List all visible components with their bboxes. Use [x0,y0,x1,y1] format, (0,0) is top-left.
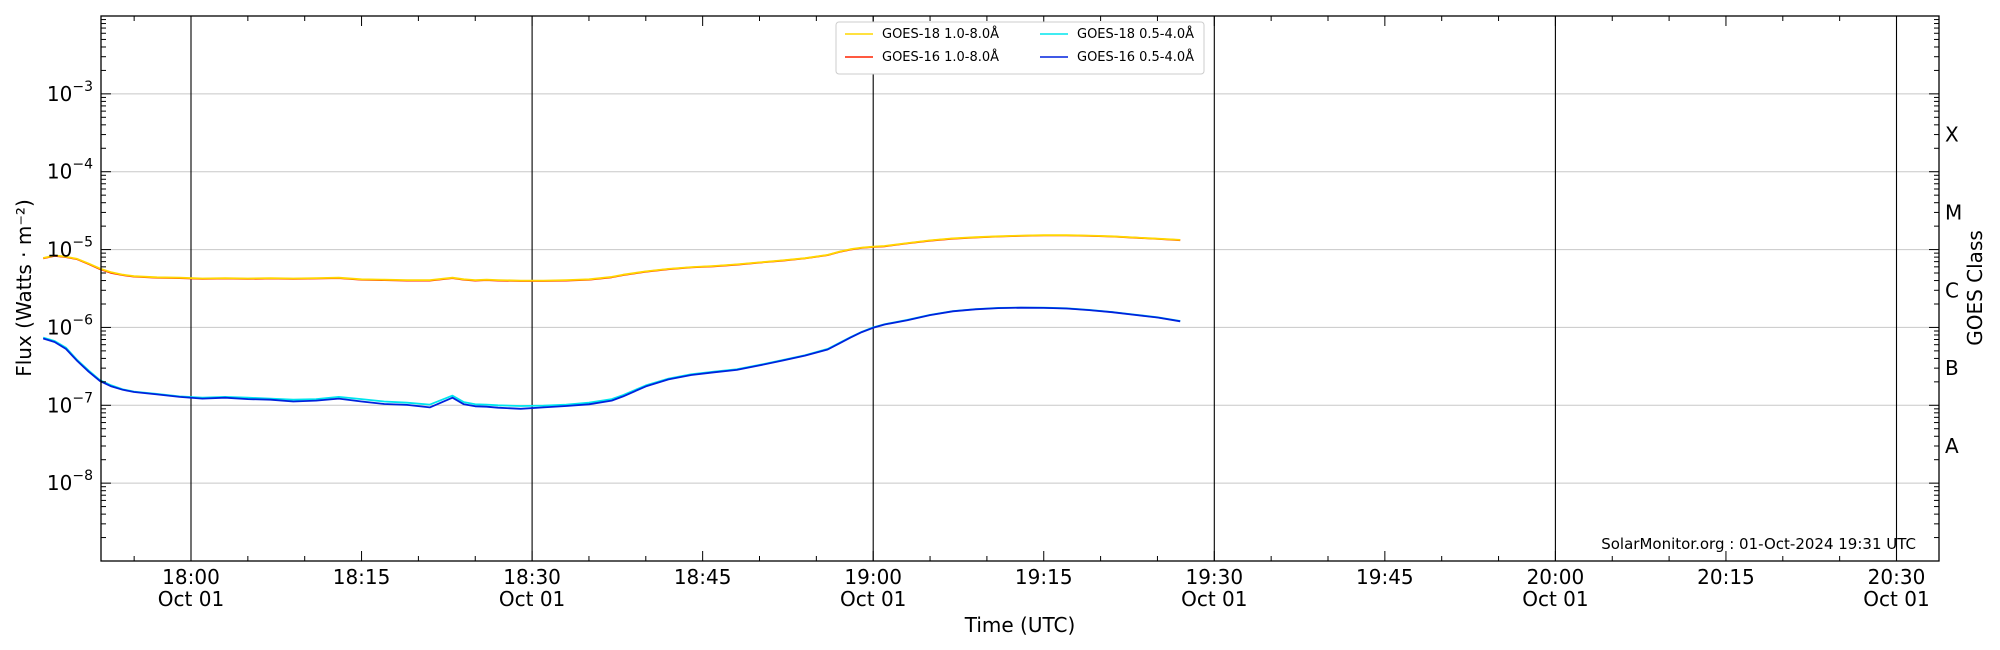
x-tick-date-label: Oct 01 [840,587,906,611]
series-line [42,306,1181,410]
y-tick-label: 10−8 [47,468,93,495]
y-tick-label: 10−4 [47,157,93,184]
x-tick-label: 18:00 [162,565,220,589]
x-tick-label: 18:30 [503,565,561,589]
y-tick-label: 10−7 [47,390,93,417]
x-tick-date-label: Oct 01 [1863,587,1929,611]
plot-frame [100,15,1940,562]
goes-class-label: B [1945,356,1959,380]
x-tick-label: 18:45 [674,565,732,589]
legend-entry-label: GOES-16 1.0-8.0Å [882,49,999,65]
y-axis-label: Flux (Watts · m⁻²) [12,199,36,377]
y-tick-label: 10−5 [47,235,93,262]
x-axis-label: Time (UTC) [964,613,1076,637]
legend-box [835,21,1205,75]
goes-class-axis-label: GOES Class [1963,230,1987,346]
x-tick-label: 20:00 [1527,565,1585,589]
x-tick-label: 18:15 [333,565,391,589]
legend-entry-label: GOES-18 0.5-4.0Å [1077,26,1194,42]
x-tick-date-label: Oct 01 [1522,587,1588,611]
x-tick-date-label: Oct 01 [158,587,224,611]
data-series [42,234,1181,410]
goes-class-label: M [1945,200,1962,224]
x-tick-label: 20:30 [1868,565,1926,589]
x-tick-date-label: Oct 01 [499,587,565,611]
legend-entry-label: GOES-16 0.5-4.0Å [1077,49,1194,65]
goes-class-label: X [1945,123,1959,147]
axis-ticks [101,16,1939,562]
x-tick-label: 19:15 [1015,565,1073,589]
y-tick-label: 10−3 [47,79,93,106]
x-tick-label: 19:45 [1356,565,1414,589]
legend: GOES-18 1.0-8.0Å GOES-18 0.5-4.0Å GOES-16 … [835,21,1205,75]
legend-entry-label: GOES-18 1.0-8.0Å [882,26,999,42]
x-tick-label: 19:00 [844,565,902,589]
x-tick-label: 20:15 [1697,565,1755,589]
x-tick-label: 19:30 [1185,565,1243,589]
x-tick-date-label: Oct 01 [1181,587,1247,611]
y-tick-label: 10−6 [47,312,93,339]
goes-class-label: A [1945,434,1959,458]
goes-class-label: C [1945,278,1959,302]
vertical-time-lines [190,16,1898,561]
series-line [43,234,1181,282]
credit-text: SolarMonitor.org : 01-Oct-2024 19:31 UTC [1601,535,1916,553]
